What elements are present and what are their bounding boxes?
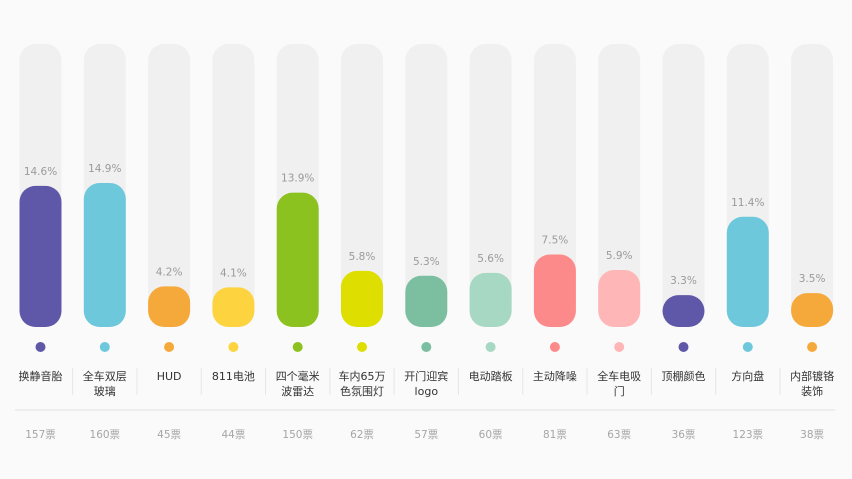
bar-7 <box>405 275 448 327</box>
bar-9 <box>533 254 576 327</box>
vote-count: 62票 <box>350 429 374 441</box>
bar-10 <box>598 269 641 327</box>
color-dot <box>292 342 303 352</box>
color-dot <box>357 342 367 352</box>
color-dot <box>228 342 239 352</box>
bar-2 <box>83 182 126 327</box>
bar-12 <box>726 216 769 327</box>
category-label: 方向盘 <box>731 369 764 383</box>
value-label: 11.4% <box>731 197 764 209</box>
color-dot <box>678 342 689 352</box>
category-label: 内部镀铬装饰 <box>790 369 834 398</box>
value-label: 4.1% <box>220 267 247 279</box>
value-label: 5.6% <box>477 253 504 265</box>
value-label: 4.2% <box>156 266 183 278</box>
bar-13 <box>791 293 834 327</box>
bar-5 <box>276 192 319 327</box>
vote-count: 38票 <box>800 429 824 441</box>
vote-count: 81票 <box>543 429 567 441</box>
value-label: 7.5% <box>542 235 569 247</box>
color-dot <box>164 342 175 352</box>
category-label: 811电池 <box>212 370 255 383</box>
vote-count: 63票 <box>607 429 631 441</box>
category-label: HUD <box>157 370 182 383</box>
bar-track <box>469 44 512 327</box>
category-label: 主动降噪 <box>533 369 577 383</box>
vote-count: 44票 <box>221 429 245 441</box>
value-label: 14.6% <box>24 166 57 178</box>
color-dot <box>807 342 818 352</box>
category-label: 开门迎宾 logo <box>404 369 448 398</box>
vote-count: 150票 <box>282 429 313 441</box>
vote-count: 160票 <box>90 429 121 441</box>
value-label: 14.9% <box>88 163 121 175</box>
bar-6 <box>341 270 383 327</box>
value-label: 5.9% <box>606 250 633 262</box>
bar-track <box>212 44 255 327</box>
bar-11 <box>662 295 705 327</box>
category-label: 四个毫米波雷达 <box>276 369 320 398</box>
color-dot <box>549 342 560 352</box>
value-label: 3.5% <box>799 273 826 285</box>
value-label: 5.8% <box>349 251 376 263</box>
value-label: 5.3% <box>413 256 440 268</box>
color-dot <box>614 342 625 352</box>
bar-track <box>598 44 641 327</box>
vote-count: 123票 <box>733 429 764 441</box>
value-label: 3.3% <box>670 275 697 287</box>
vote-count: 36票 <box>672 429 696 441</box>
bar-8 <box>469 272 512 327</box>
bar-1 <box>19 185 62 327</box>
bar-track <box>791 44 834 327</box>
color-dot <box>421 342 432 352</box>
category-label: 车内65万色氛围灯 <box>339 369 386 398</box>
bar-track <box>405 44 448 327</box>
category-label: 全车双层玻璃 <box>83 369 127 398</box>
bar-track <box>148 44 191 327</box>
bar-4 <box>212 287 255 327</box>
bar-3 <box>148 286 191 327</box>
color-dot <box>35 342 46 352</box>
category-label: 全车电吸门 <box>597 369 641 398</box>
vote-count: 60票 <box>479 429 503 441</box>
vote-count: 45票 <box>157 429 181 441</box>
vote-count: 57票 <box>414 429 438 441</box>
color-dot <box>742 342 753 352</box>
color-dot <box>99 342 110 352</box>
category-label: 顶棚颜色 <box>662 369 706 383</box>
vote-count: 157票 <box>25 429 56 441</box>
color-dot <box>485 342 496 352</box>
category-label: 换静音胎 <box>19 369 63 383</box>
bar-track <box>662 44 705 327</box>
category-label: 电动踏板 <box>469 369 513 383</box>
value-label: 13.9% <box>281 173 314 185</box>
bar-track <box>341 44 383 327</box>
